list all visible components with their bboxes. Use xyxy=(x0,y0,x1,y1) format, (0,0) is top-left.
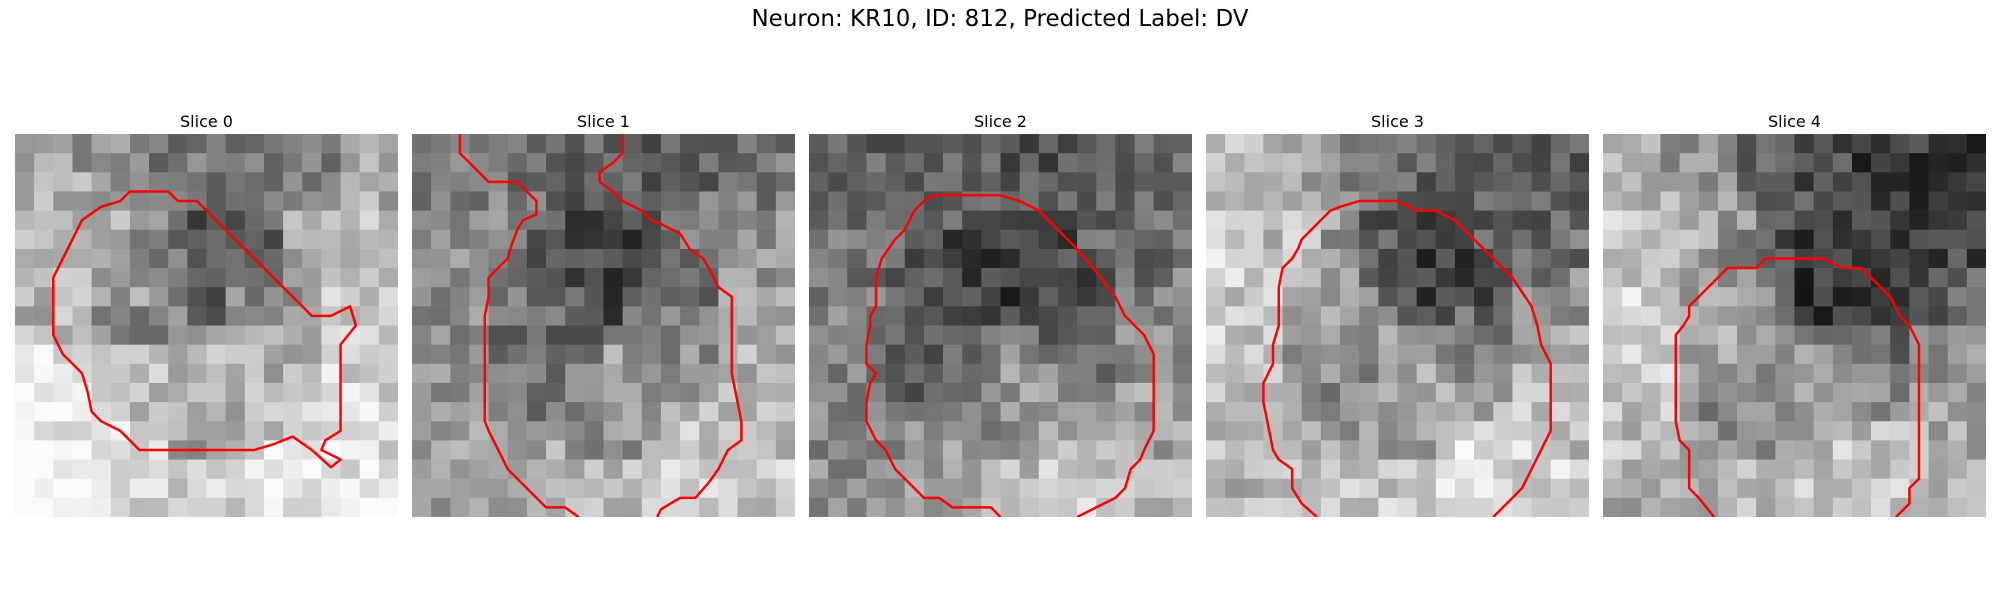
slice-title: Slice 0 xyxy=(180,112,233,131)
roi-contour xyxy=(598,134,743,517)
roi-contour xyxy=(865,194,1155,517)
slice-image-4 xyxy=(1603,134,1986,517)
figure-title: Neuron: KR10, ID: 812, Predicted Label: … xyxy=(751,6,1249,32)
pixel-grid xyxy=(809,134,1192,517)
slice-title: Slice 4 xyxy=(1768,112,1821,131)
slice-image-2 xyxy=(809,134,1192,517)
slice-image-1 xyxy=(412,134,795,517)
slice-panel-0: Slice 0 xyxy=(15,110,398,517)
slice-panel-1: Slice 1 xyxy=(412,110,795,517)
pixel-grid xyxy=(1206,134,1589,517)
pixel-grid xyxy=(15,134,398,517)
slice-title: Slice 2 xyxy=(974,112,1027,131)
slice-image-0 xyxy=(15,134,398,517)
slice-image-3 xyxy=(1206,134,1589,517)
slice-panel-2: Slice 2 xyxy=(809,110,1192,517)
pixel-grid xyxy=(1603,134,1986,517)
slice-panel-4: Slice 4 xyxy=(1603,110,1986,517)
slice-title: Slice 3 xyxy=(1371,112,1424,131)
roi-contour xyxy=(1262,199,1552,517)
slice-title: Slice 1 xyxy=(577,112,630,131)
pixel-grid xyxy=(412,134,795,517)
roi-contour xyxy=(1674,257,1921,517)
roi-contour xyxy=(52,190,358,469)
roi-contour xyxy=(458,134,580,517)
slice-panel-3: Slice 3 xyxy=(1206,110,1589,517)
